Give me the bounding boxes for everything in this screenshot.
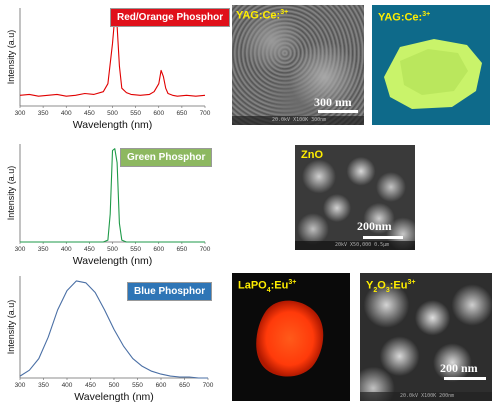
- x-tick: 400: [62, 378, 73, 389]
- x-tick-label: 400: [62, 382, 73, 389]
- x-axis-label: Wavelength (nm): [74, 391, 154, 403]
- green-phosphor-plot: 300 350 400 450 500 550 600 650 700 Wavelength (n…: [6, 144, 211, 267]
- x-tick-label: 700: [200, 110, 211, 117]
- x-tick: 650: [179, 378, 190, 389]
- x-tick-label: 600: [153, 110, 164, 117]
- red-phosphor-chart: 300 350 400 450 500 550 600 650 700 Wavelength (n…: [0, 0, 231, 131]
- blue-phosphor-chart: 300 350 400 450 500 550 600 650 700 Wavelength (n…: [0, 268, 215, 403]
- x-tick: 550: [130, 106, 141, 117]
- yag-sem-infobar: 20.0kV X100K 300nm: [232, 116, 364, 125]
- zno-label: ZnO: [301, 149, 323, 161]
- x-tick-label: 450: [84, 246, 95, 253]
- x-tick: 350: [38, 378, 49, 389]
- yag-sem-image: YAG:Ce:3+ 300 nm 20.0kV X100K 300nm: [232, 5, 364, 125]
- x-tick: 450: [84, 242, 95, 253]
- x-tick-label: 300: [15, 246, 26, 253]
- red-series-line: [19, 16, 206, 97]
- x-tick-label: 650: [176, 110, 187, 117]
- x-tick-label: 550: [130, 246, 141, 253]
- y-axis-label: Intensity (a.u): [6, 30, 16, 85]
- x-tick: 550: [130, 242, 141, 253]
- x-axis-label: Wavelength (nm): [73, 255, 153, 267]
- x-tick: 550: [132, 378, 143, 389]
- x-tick: 300: [15, 106, 26, 117]
- x-tick-label: 650: [176, 246, 187, 253]
- x-tick-label: 450: [84, 110, 95, 117]
- zno-infobar: 20kV X50,000 0.5μm: [295, 241, 415, 250]
- x-tick-label: 300: [15, 110, 26, 117]
- y2o3-scale-text: 200 nm: [440, 361, 478, 375]
- x-tick-label: 500: [107, 246, 118, 253]
- x-tick: 700: [203, 378, 214, 389]
- x-tick-label: 600: [156, 382, 167, 389]
- green-series-line: [20, 148, 205, 243]
- red-phosphor-badge: Red/Orange Phosphor: [110, 8, 231, 27]
- blue-phosphor-badge: Blue Phosphor: [127, 282, 213, 301]
- lapo4-label: LaPO4:Eu3+: [238, 279, 297, 294]
- y2o3-infobar: 20.0kV X100K 200nm: [360, 392, 492, 401]
- y2o3-sem-image: Y2O3:Eu3+ 200 nm 20.0kV X100K 200nm: [360, 273, 492, 401]
- x-tick: 400: [61, 242, 72, 253]
- zno-scale-bar: [363, 236, 403, 239]
- x-axis-label: Wavelength (nm): [73, 119, 153, 131]
- x-tick: 400: [61, 106, 72, 117]
- x-tick-label: 450: [85, 382, 96, 389]
- zno-scale-text: 200nm: [357, 219, 392, 233]
- x-tick: 650: [176, 242, 188, 253]
- x-tick-label: 500: [109, 382, 120, 389]
- x-tick: 300: [15, 378, 26, 389]
- lapo4-image: LaPO4:Eu3+: [232, 273, 350, 401]
- blue-phosphor-plot: 300 350 400 450 500 550 600 650 700 Wavelength (n…: [6, 276, 214, 403]
- x-tick: 500: [107, 242, 118, 253]
- x-tick-label: 550: [132, 382, 143, 389]
- x-tick-label: 400: [61, 246, 72, 253]
- red-phosphor-plot: 300 350 400 450 500 550 600 650 700 Wavelength (n…: [6, 8, 211, 131]
- x-tick: 600: [156, 378, 167, 389]
- green-phosphor-chart: 300 350 400 450 500 550 600 650 700 Wavelength (n…: [0, 138, 215, 268]
- lapo4-glow-shape: [256, 300, 324, 377]
- x-tick-label: 700: [200, 246, 211, 253]
- x-tick-label: 350: [38, 110, 49, 117]
- x-tick: 700: [200, 106, 211, 117]
- x-tick-label: 550: [130, 110, 141, 117]
- x-tick: 350: [38, 106, 49, 117]
- x-tick: 500: [107, 106, 118, 117]
- yag-sem-scale-bar: [318, 110, 358, 113]
- x-tick: 500: [109, 378, 120, 389]
- y-axis-label: Intensity (a.u): [6, 166, 16, 221]
- x-tick-label: 350: [38, 382, 49, 389]
- x-tick: 300: [15, 242, 26, 253]
- y2o3-scale-bar: [444, 377, 486, 380]
- y-axis-label: Intensity (a.u): [6, 300, 16, 355]
- x-tick-label: 650: [179, 382, 190, 389]
- green-phosphor-badge: Green Phosphor: [120, 148, 213, 167]
- x-tick-label: 700: [203, 382, 214, 389]
- x-tick-label: 400: [61, 110, 72, 117]
- x-tick-label: 500: [107, 110, 118, 117]
- yag-powder-shape: [384, 39, 482, 109]
- x-tick: 450: [85, 378, 96, 389]
- x-tick: 700: [200, 242, 211, 253]
- x-tick: 450: [84, 106, 95, 117]
- blue-series-line: [19, 280, 208, 379]
- y2o3-label: Y2O3:Eu3+: [366, 279, 416, 294]
- x-tick-label: 600: [153, 246, 164, 253]
- yag-sem-label: YAG:Ce:3+: [236, 9, 289, 22]
- yag-powder-image: YAG:Ce:3+: [372, 5, 490, 125]
- x-tick: 600: [153, 242, 165, 253]
- x-tick-label: 300: [15, 382, 26, 389]
- yag-powder-label: YAG:Ce:3+: [378, 11, 431, 24]
- yag-sem-scale-text: 300 nm: [314, 95, 352, 109]
- x-tick: 600: [153, 106, 165, 117]
- x-tick: 650: [176, 106, 188, 117]
- zno-sem-image: ZnO 200nm 20kV X50,000 0.5μm: [295, 145, 415, 250]
- x-tick: 350: [38, 242, 49, 253]
- x-tick-label: 350: [38, 246, 49, 253]
